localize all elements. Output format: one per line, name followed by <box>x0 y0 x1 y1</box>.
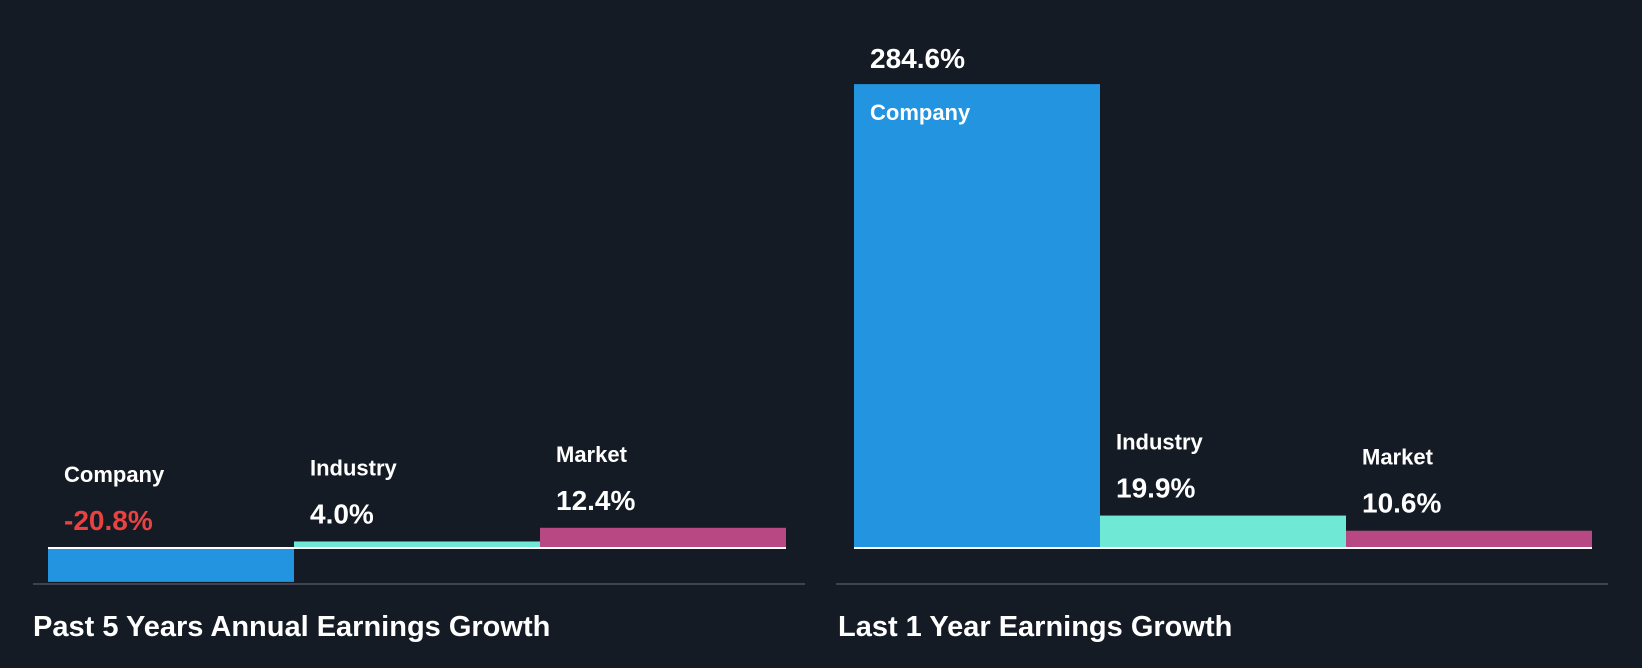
value-label-market: 12.4% <box>556 485 635 516</box>
category-label-market: Market <box>556 442 628 467</box>
value-label-industry: 19.9% <box>1116 473 1195 504</box>
bar-market <box>1346 530 1592 548</box>
category-label-market: Market <box>1362 445 1434 470</box>
chart-title: Last 1 Year Earnings Growth <box>838 611 1232 643</box>
category-label-company: Company <box>870 100 971 125</box>
value-label-industry: 4.0% <box>310 498 374 529</box>
value-label-market: 10.6% <box>1362 488 1441 519</box>
category-label-company: Company <box>64 462 165 487</box>
bar-industry <box>294 541 540 548</box>
value-label-company: -20.8% <box>64 505 153 536</box>
category-label-industry: Industry <box>1116 430 1204 455</box>
category-label-industry: Industry <box>310 455 398 480</box>
value-label-company: 284.6% <box>870 43 965 74</box>
bar-industry <box>1100 515 1346 548</box>
bar-company <box>48 548 294 582</box>
bar-company <box>854 84 1100 549</box>
bar-market <box>540 527 786 548</box>
chart-title: Past 5 Years Annual Earnings Growth <box>33 611 550 643</box>
